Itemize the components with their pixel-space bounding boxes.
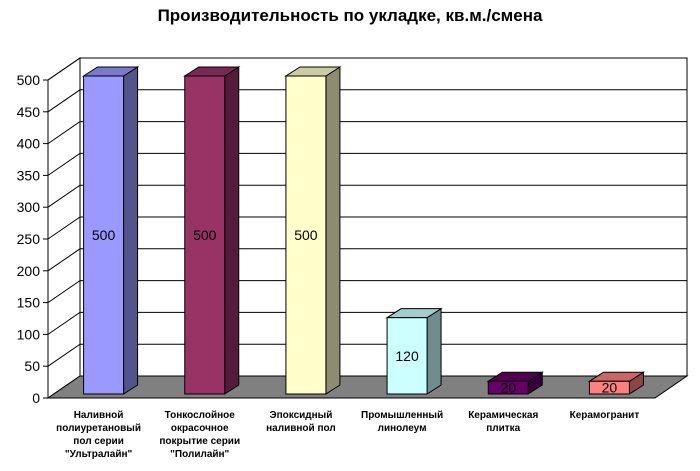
bar-front — [285, 75, 327, 395]
gridline — [47, 280, 687, 304]
gridline — [47, 57, 687, 81]
bar-side — [426, 307, 442, 395]
y-tick-label: 50 — [24, 358, 40, 374]
bar-front — [184, 75, 226, 395]
bar-side — [325, 66, 341, 395]
y-tick-label: 250 — [17, 231, 41, 247]
x-category-label-line: полиуретановый — [56, 423, 141, 434]
x-category-label-line: Тонкослойное — [165, 410, 236, 421]
data-label: 20 — [602, 380, 618, 396]
bar — [486, 371, 544, 395]
gridline — [47, 121, 687, 145]
bar — [284, 66, 342, 395]
x-category-label-line: Наливной — [74, 410, 124, 421]
x-category-label: Наливной полиуретановый пол серии "Ультрала… — [56, 410, 141, 460]
x-category-label-line: "Ультралайн" — [65, 449, 133, 460]
gridline — [47, 343, 687, 367]
data-label: 500 — [294, 227, 318, 243]
bar-front — [588, 380, 630, 395]
y-tick-label: 300 — [17, 199, 41, 215]
y-axis-ticks: 0 50 100 150 200 250 300 350 400 450 500 — [17, 72, 49, 406]
x-category-label-line: наливной пол — [266, 423, 336, 434]
x-category-label-line: плитка — [486, 423, 520, 434]
category-labels: Наливной полиуретановый пол серии "Ультрала… — [56, 410, 639, 460]
bar — [183, 66, 241, 395]
data-label: 120 — [395, 348, 419, 364]
y-tick-label: 100 — [17, 326, 41, 342]
data-label: 20 — [500, 380, 516, 396]
x-category-label-line: Эпоксидный — [269, 410, 332, 421]
gridline — [47, 184, 687, 208]
y-tick-label: 450 — [17, 104, 41, 120]
x-category-label: Керамическая плитка — [468, 410, 538, 434]
bars — [81, 66, 646, 395]
data-labels: 500 500 500 120 20 20 — [92, 227, 618, 396]
y-tick-label: 500 — [17, 72, 41, 88]
gridline — [47, 89, 687, 113]
x-category-label-line: пол серии — [73, 436, 124, 447]
x-category-label-line: окрасочное — [171, 423, 229, 434]
y-tick-label: 400 — [17, 136, 41, 152]
gridline — [47, 216, 687, 240]
gridlines — [47, 57, 687, 367]
gridline — [47, 311, 687, 335]
x-category-label-line: Промышленный — [361, 410, 443, 421]
bar-side — [123, 66, 139, 395]
y-tick-label: 350 — [17, 167, 41, 183]
chart-walls — [47, 57, 688, 399]
x-category-label: Керамогранит — [570, 410, 640, 421]
data-label: 500 — [193, 227, 217, 243]
x-category-label-line: "Полилайн" — [170, 449, 229, 460]
y-tick-label: 150 — [17, 295, 41, 311]
bar-front — [386, 317, 428, 395]
x-category-label-line: Керамическая — [468, 410, 538, 421]
y-tick-label: 200 — [17, 263, 41, 279]
x-category-label-line: покрытие серии — [159, 436, 240, 447]
x-category-label: Эпоксидный наливной пол — [266, 410, 336, 434]
x-category-label: Промышленный линолеум — [361, 410, 443, 434]
bar-front — [487, 380, 529, 395]
bar — [587, 371, 646, 395]
x-category-label: Тонкослойное окрасочное покрытие серии "Пол… — [159, 410, 240, 460]
y-tick-label: 0 — [32, 390, 40, 406]
bar-front — [83, 75, 125, 395]
chart-title: Производительность по укладке, кв.м./сме… — [157, 6, 543, 25]
x-category-label-line: Керамогранит — [570, 410, 640, 421]
bar — [385, 307, 443, 395]
gridline — [47, 248, 687, 272]
x-category-label-line: линолеум — [378, 423, 427, 434]
bar-side — [224, 66, 240, 395]
bar — [81, 66, 140, 395]
data-label: 500 — [92, 227, 116, 243]
gridline — [47, 152, 687, 176]
